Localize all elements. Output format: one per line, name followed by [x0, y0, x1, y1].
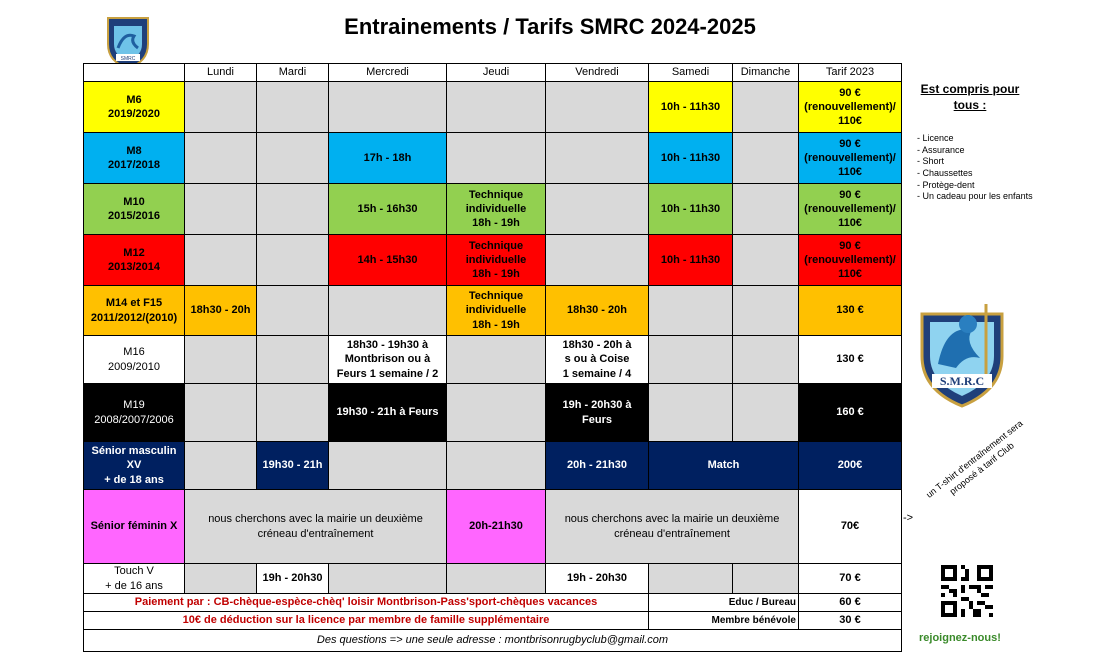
m12-mercredi: 14h - 15h30	[328, 234, 447, 286]
header-mercredi: Mercredi	[328, 63, 447, 82]
feminin-tarif: 70€	[798, 489, 902, 564]
category-touch-v: Touch V + de 16 ans	[83, 563, 185, 594]
m8-tarif: 90 € (renouvellement)/110€	[798, 132, 902, 184]
m12-samedi: 10h - 11h30	[648, 234, 733, 286]
tshirt-note: un T-shirt d'entraînement sera proposé à…	[924, 418, 1025, 500]
m14-tarif: 130 €	[798, 285, 902, 336]
category-senior-masculin: Sénior masculin XV + de 18 ans	[83, 441, 185, 490]
arrow-text: ->	[903, 512, 914, 524]
included-item: - Chaussettes	[917, 168, 973, 179]
feminin-note-1: nous cherchons avec la mairie un deuxièm…	[184, 489, 447, 564]
m16-mercredi: 18h30 - 19h30 à Montbrison ou à Feurs 1 se…	[328, 335, 447, 384]
header-samedi: Samedi	[648, 63, 733, 82]
m12-jeudi: Technique individuelle 18h - 19h	[446, 234, 546, 286]
m10-samedi: 10h - 11h30	[648, 183, 733, 235]
header-mardi: Mardi	[256, 63, 329, 82]
payment-methods: Paiement par : CB-chèque-espèce-chèq' lo…	[83, 593, 649, 612]
footer-row-payment: Paiement par : CB-chèque-espèce-chèq' lo…	[83, 593, 902, 612]
footer-row-discount: 10€ de déduction sur la licence par memb…	[83, 611, 902, 630]
header-tarif: Tarif 2023	[798, 63, 902, 82]
header-jeudi: Jeudi	[446, 63, 546, 82]
row-m6: M6 2019/2020 10h - 11h30 90 € (renouvellem…	[83, 81, 902, 133]
schedule-table: Lundi Mardi Mercredi Jeudi Vendredi Same…	[83, 63, 902, 652]
member-price: 30 €	[798, 611, 902, 630]
header-row: Lundi Mardi Mercredi Jeudi Vendredi Same…	[83, 63, 902, 82]
contact-email: Des questions => une seule adresse : mon…	[83, 629, 902, 652]
touch-vendredi: 19h - 20h30	[545, 563, 649, 594]
row-m16: M16 2009/2010 18h30 - 19h30 à Montbrison o…	[83, 335, 902, 384]
header-blank	[83, 63, 185, 82]
included-title: Est compris pour tous :	[920, 82, 1020, 112]
svg-text:SMRC: SMRC	[121, 56, 136, 62]
m6-samedi: 10h - 11h30	[648, 81, 733, 133]
category-m19: M19 2008/2007/2006	[83, 383, 185, 442]
m12-tarif: 90 € (renouvellement)/110€	[798, 234, 902, 286]
m14-vendredi: 18h30 - 20h	[545, 285, 649, 336]
included-item: - Short	[917, 156, 945, 167]
qr-code[interactable]	[941, 565, 993, 617]
touch-mardi: 19h - 20h30	[256, 563, 329, 594]
included-item: - Protège-dent	[917, 179, 975, 190]
included-item: - Assurance	[917, 144, 965, 155]
club-logo-large: S.M.R.C	[916, 294, 1008, 410]
header-vendredi: Vendredi	[545, 63, 649, 82]
category-m16: M16 2009/2010	[83, 335, 185, 384]
educ-price: 60 €	[798, 593, 902, 612]
m19-tarif: 160 €	[798, 383, 902, 442]
m19-vendredi: 19h - 20h30 à Feurs	[545, 383, 649, 442]
included-item: - Un cadeau pour les enfants	[917, 191, 1033, 202]
header-lundi: Lundi	[184, 63, 257, 82]
footer-row-questions: Des questions => une seule adresse : mon…	[83, 629, 902, 652]
logo-large-text: S.M.R.C	[939, 374, 985, 388]
club-logo-small: SMRC	[104, 14, 152, 70]
member-label: Membre bénévole	[648, 611, 799, 630]
m10-mercredi: 15h - 16h30	[328, 183, 447, 235]
senior-vendredi: 20h - 21h30	[545, 441, 649, 490]
row-m12: M12 2013/2014 14h - 15h30 Technique indivi…	[83, 234, 902, 286]
feminin-jeudi: 20h-21h30	[446, 489, 546, 564]
m19-mercredi: 19h30 - 21h à Feurs	[328, 383, 447, 442]
page-title: Entrainements / Tarifs SMRC 2024-2025	[344, 14, 756, 39]
row-m10: M10 2015/2016 15h - 16h30 Technique indivi…	[83, 183, 902, 235]
educ-label: Educ / Bureau	[648, 593, 799, 612]
included-list: - Licence - Assurance - Short - Chausset…	[917, 133, 1037, 203]
row-m19: M19 2008/2007/2006 19h30 - 21h à Feurs 19…	[83, 383, 902, 442]
category-senior-feminin: Sénior féminin X	[83, 489, 185, 564]
feminin-note-2: nous cherchons avec la mairie un deuxièm…	[545, 489, 799, 564]
category-m6: M6 2019/2020	[83, 81, 185, 133]
m6-tarif: 90 € (renouvellement)/110€	[798, 81, 902, 133]
senior-mardi: 19h30 - 21h	[256, 441, 329, 490]
row-m8: M8 2017/2018 17h - 18h 10h - 11h30 90 € (r…	[83, 132, 902, 184]
join-us-text: rejoignez-nous!	[919, 632, 1001, 644]
family-discount: 10€ de déduction sur la licence par memb…	[83, 611, 649, 630]
senior-tarif: 200€	[798, 441, 902, 490]
row-senior-masculin: Sénior masculin XV + de 18 ans 19h30 - 21h…	[83, 441, 902, 490]
category-m12: M12 2013/2014	[83, 234, 185, 286]
included-item: - Licence	[917, 133, 954, 143]
m14-jeudi: Technique individuelle 18h - 19h	[446, 285, 546, 336]
m8-samedi: 10h - 11h30	[648, 132, 733, 184]
m10-jeudi: Technique individuelle 18h - 19h	[446, 183, 546, 235]
category-m10: M10 2015/2016	[83, 183, 185, 235]
row-senior-feminin: Sénior féminin X nous cherchons avec la …	[83, 489, 902, 564]
category-m8: M8 2017/2018	[83, 132, 185, 184]
m16-tarif: 130 €	[798, 335, 902, 384]
row-m14: M14 et F15 2011/2012/(2010) 18h30 - 20h T…	[83, 285, 902, 336]
m8-mercredi: 17h - 18h	[328, 132, 447, 184]
category-m14: M14 et F15 2011/2012/(2010)	[83, 285, 185, 336]
row-touch-v: Touch V + de 16 ans 19h - 20h30 19h - 20h…	[83, 563, 902, 594]
m10-tarif: 90 € (renouvellement)/110€	[798, 183, 902, 235]
m14-lundi: 18h30 - 20h	[184, 285, 257, 336]
senior-weekend-match: Match	[648, 441, 799, 490]
header-dimanche: Dimanche	[732, 63, 799, 82]
touch-tarif: 70 €	[798, 563, 902, 594]
